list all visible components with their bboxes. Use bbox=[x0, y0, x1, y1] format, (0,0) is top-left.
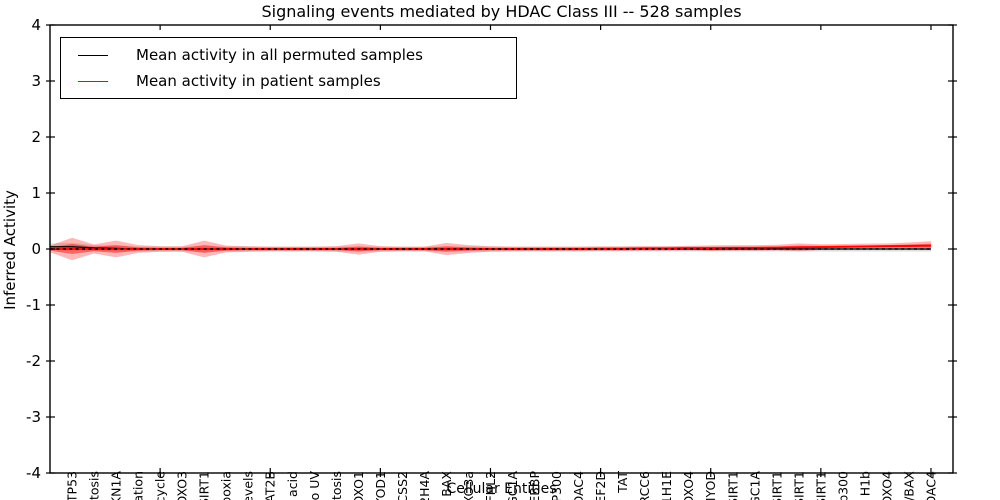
x-category-label: mol:Lysophosphatidic acid bbox=[285, 471, 300, 500]
x-category-label: response to UV bbox=[307, 471, 322, 500]
x-category-label: FOXO1/FHL2/SIRT1 bbox=[769, 471, 784, 500]
x-category-label: SIRT1/MEF2D/HDAC4 bbox=[923, 471, 938, 500]
x-category-label: FOXO1 bbox=[351, 471, 366, 500]
y-tick-label: 3 bbox=[31, 72, 41, 90]
x-category-label: SIRT1 bbox=[725, 471, 740, 500]
x-category-label: HIST1H1E bbox=[659, 471, 674, 500]
x-category-label: SIRT1/p300 bbox=[835, 471, 850, 500]
x-category-label: HDAC4 bbox=[571, 471, 586, 500]
x-category-label: SIRT1/FOXO3a bbox=[461, 471, 476, 500]
x-category-label: MYOD1 bbox=[373, 471, 388, 500]
legend-label: Mean activity in patient samples bbox=[136, 72, 381, 90]
x-category-label: SIRT1/PGC1A bbox=[747, 471, 762, 500]
x-category-label: MEF2D bbox=[593, 471, 608, 500]
y-tick-label: -4 bbox=[26, 464, 41, 482]
x-category-label: PPARGC1A bbox=[505, 471, 520, 500]
y-tick-label: 2 bbox=[31, 128, 41, 146]
x-category-label: XRCC6 bbox=[637, 471, 652, 500]
x-category-label: KU70/SIRT1/BAX bbox=[901, 471, 916, 500]
x-category-label: FHL2 bbox=[483, 471, 498, 500]
x-category-label: apoptosis bbox=[87, 471, 102, 500]
y-tick-label: -1 bbox=[26, 296, 41, 314]
x-category-label: EP300 bbox=[549, 471, 564, 500]
x-category-label: FOXO4 bbox=[681, 471, 696, 500]
y-tick-label: 1 bbox=[31, 184, 41, 202]
permuted-line-swatch bbox=[78, 54, 108, 56]
x-category-label: TAT bbox=[615, 471, 630, 494]
x-category-label: ACSS2 bbox=[395, 471, 410, 500]
patient-line-swatch bbox=[78, 80, 108, 82]
x-category-label: CREBBP bbox=[527, 471, 542, 500]
x-category-label: HIST2H4A bbox=[417, 471, 432, 500]
x-category-label: KAT2B bbox=[263, 471, 278, 500]
y-tick-label: -3 bbox=[26, 408, 41, 426]
x-category-label: p53/SIRT1 bbox=[197, 471, 212, 500]
x-category-label: KU70/SIRT1 bbox=[813, 471, 828, 500]
y-tick-label: 4 bbox=[31, 16, 41, 34]
legend-label: Mean activity in all permuted samples bbox=[136, 46, 423, 64]
x-category-label: FOXO3 bbox=[175, 471, 190, 500]
x-category-label: muscle cell differentiation bbox=[131, 471, 146, 500]
x-category-label: induction of apoptosis bbox=[329, 471, 344, 500]
x-category-label: response to hypoxia bbox=[219, 471, 234, 500]
x-category-label: SIRT1/FOXO4 bbox=[879, 471, 894, 500]
x-category-label: CDKN1A bbox=[109, 471, 124, 500]
x-category-label: SIRT1/Histone H1b bbox=[857, 471, 872, 500]
mean-patient-line bbox=[50, 244, 931, 250]
x-category-label: SIRT1/PCAF/MYOD bbox=[703, 471, 718, 500]
y-tick-label: 0 bbox=[31, 240, 41, 258]
legend-entry-patient: Mean activity in patient samples bbox=[61, 68, 516, 94]
legend: Mean activity in all permuted samples Me… bbox=[60, 37, 517, 99]
y-tick-label: -2 bbox=[26, 352, 41, 370]
x-category-label: response to nutrient levels bbox=[241, 471, 256, 500]
x-axis-label: Cellular Entities bbox=[446, 481, 557, 497]
x-category-label: regulation of S phase of mitotic cell cy… bbox=[153, 471, 168, 500]
chart-title: Signaling events mediated by HDAC Class … bbox=[261, 2, 742, 21]
x-category-label: HIV-1 Tat/SIRT1 bbox=[791, 471, 806, 500]
legend-entry-permuted: Mean activity in all permuted samples bbox=[61, 42, 516, 68]
x-category-label: TP53 bbox=[65, 471, 80, 500]
x-category-label: BAX bbox=[439, 471, 454, 497]
